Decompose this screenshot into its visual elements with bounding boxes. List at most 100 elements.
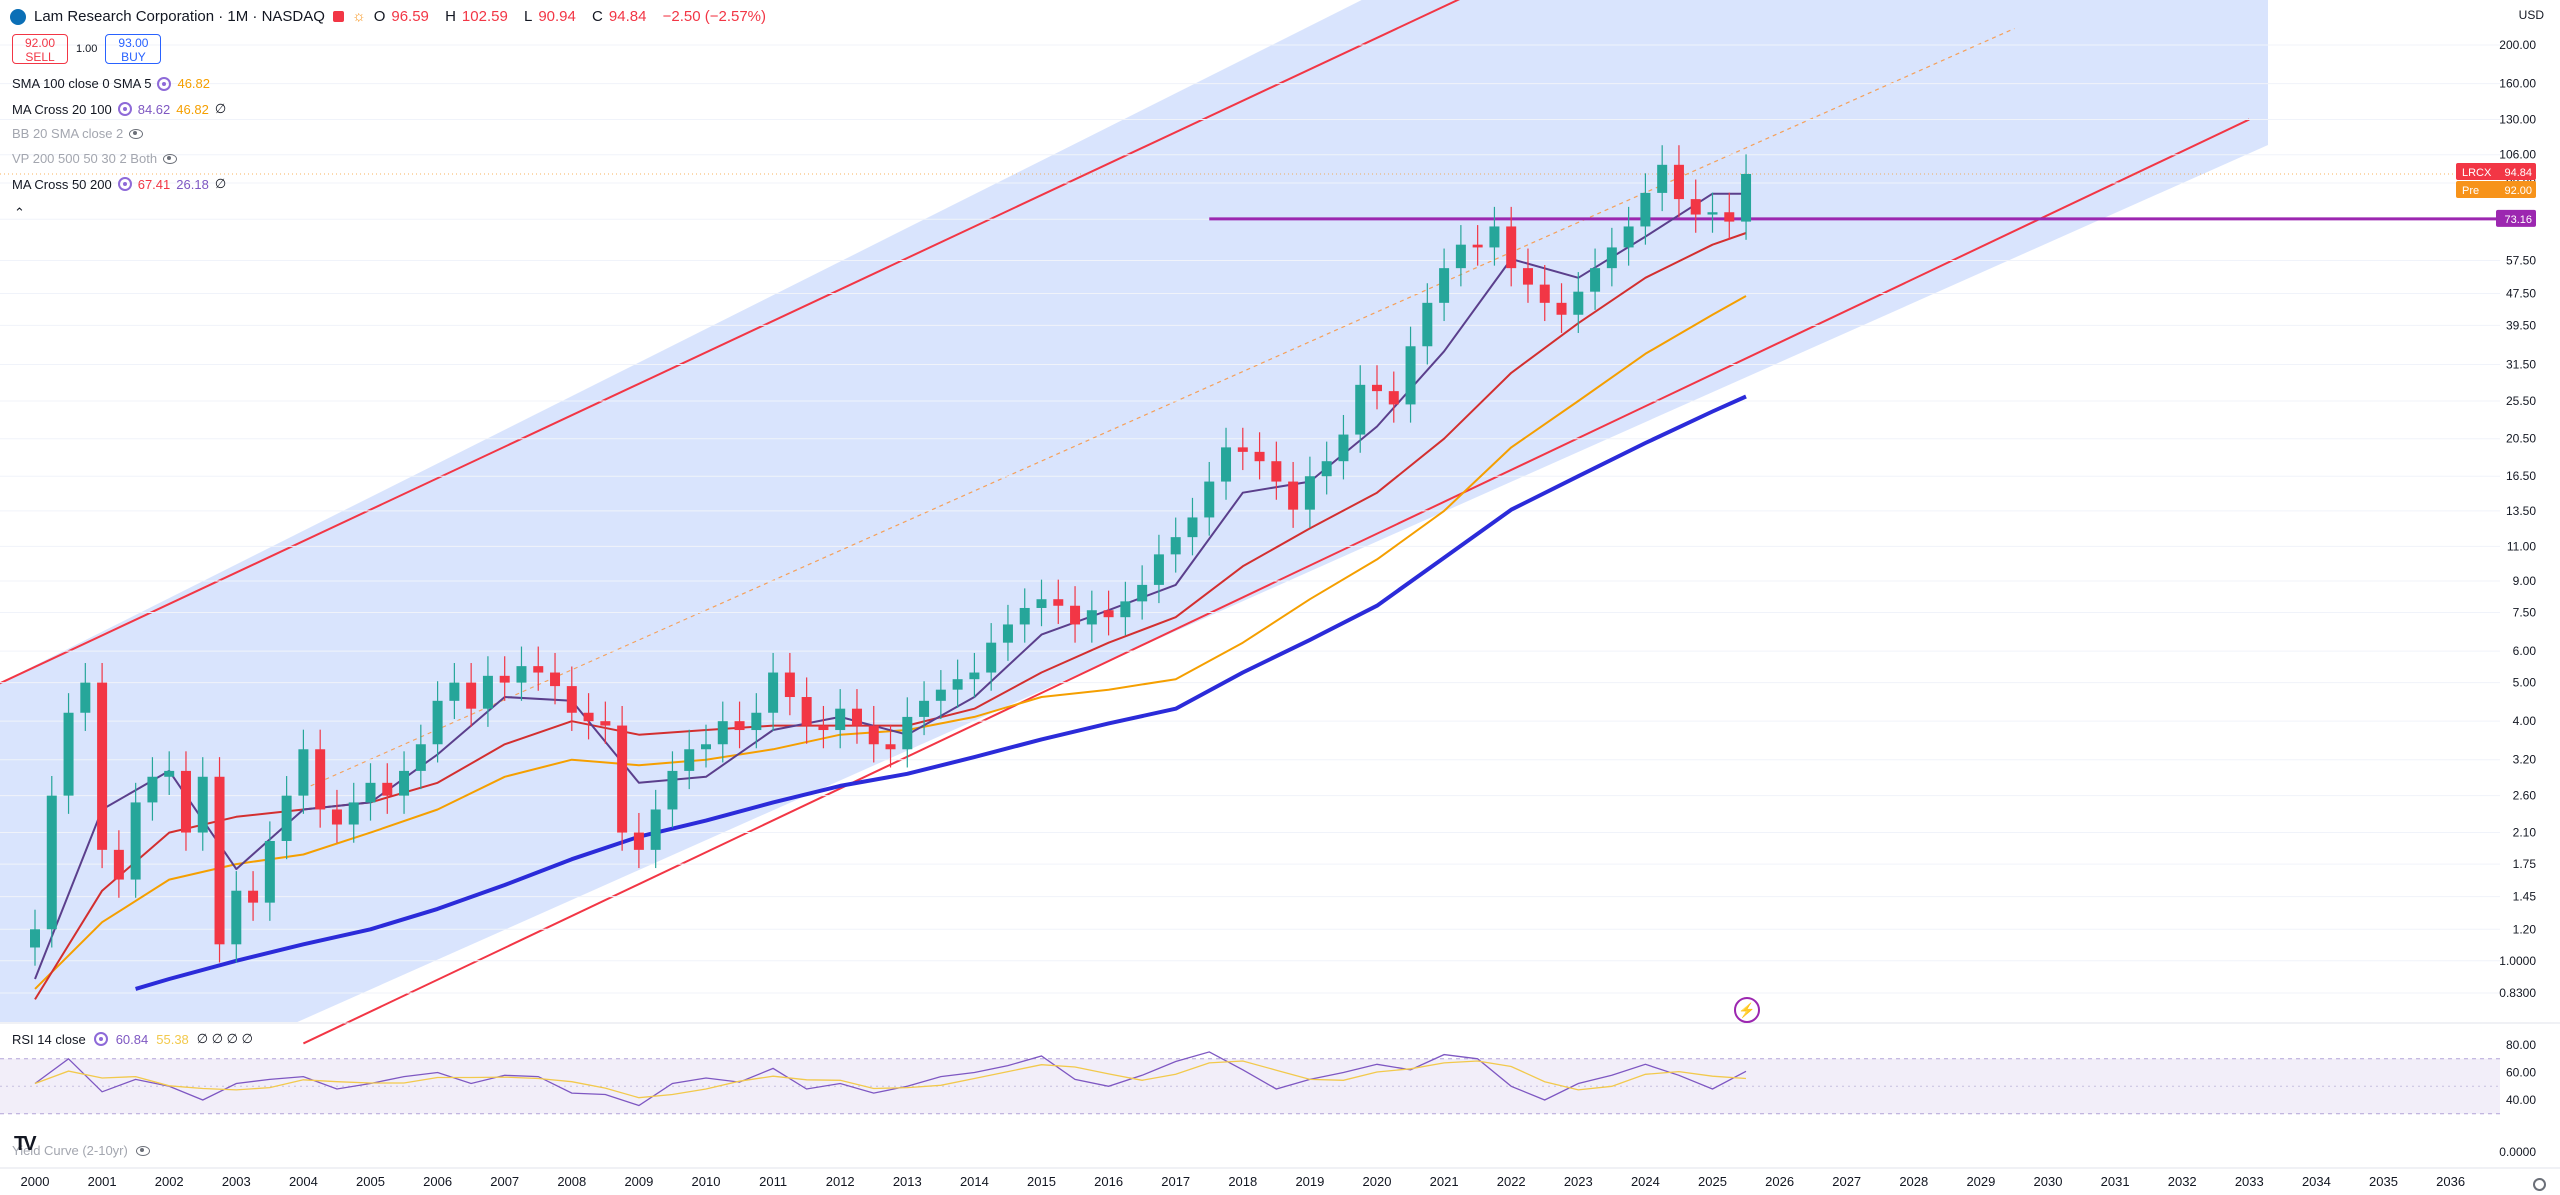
symbol-title[interactable]: Lam Research Corporation · 1M · NASDAQ	[34, 8, 325, 25]
settings-icon[interactable]	[2533, 1178, 2546, 1191]
x-tick-label: 2029	[1966, 1174, 1995, 1189]
candle-body	[1221, 447, 1232, 482]
candle-body	[1254, 451, 1265, 462]
indicator-row[interactable]: SMA 100 close 0 SMA 5 46.82	[12, 76, 210, 91]
yield-curve-name[interactable]: Yield Curve (2-10yr)	[12, 1143, 128, 1158]
x-tick-label: 2008	[557, 1174, 586, 1189]
indicator-row[interactable]: MA Cross 50 200 67.41 26.18 ∅	[12, 176, 226, 192]
eye-off-icon[interactable]	[129, 128, 144, 139]
indicator-name[interactable]: SMA 100 close 0 SMA 5	[12, 76, 152, 91]
candle-body	[1355, 384, 1366, 435]
y-tick-label: 160.00	[2499, 77, 2536, 91]
indicator-name[interactable]: BB 20 SMA close 2	[12, 126, 124, 141]
x-tick-label: 2026	[1765, 1174, 1794, 1189]
collapse-legend-chevron-icon[interactable]: ⌃	[14, 205, 25, 220]
eye-off-icon[interactable]	[135, 1145, 150, 1156]
x-tick-label: 2024	[1631, 1174, 1660, 1189]
gear-icon[interactable]	[117, 102, 132, 116]
rsi-ma-line	[34, 1060, 1747, 1099]
x-tick-label: 2017	[1161, 1174, 1190, 1189]
candle-body	[264, 840, 275, 903]
indicator-name[interactable]: MA Cross 20 100	[12, 101, 112, 117]
trade-buttons: 92.00 SELL 1.00 93.00 BUY	[12, 34, 162, 64]
flash-icon[interactable]: ⚡	[1734, 997, 1760, 1023]
candle-body	[952, 679, 963, 690]
eye-off-icon[interactable]	[163, 153, 178, 164]
y-tick-label: 39.50	[2506, 318, 2536, 332]
gear-icon[interactable]	[93, 1032, 108, 1046]
gear-icon[interactable]	[157, 76, 172, 91]
x-tick-label: 2018	[1228, 1174, 1257, 1189]
y-tick-label: 200.00	[2499, 38, 2536, 52]
candle-body	[600, 721, 611, 726]
x-tick-label: 2035	[2369, 1174, 2398, 1189]
x-tick-label: 2036	[2436, 1174, 2465, 1189]
currency-label[interactable]: USD	[2518, 8, 2544, 22]
candle-body	[701, 744, 711, 750]
rsi-name[interactable]: RSI 14 close	[12, 1031, 86, 1047]
candle-body	[1036, 599, 1047, 608]
candle-body	[1170, 537, 1181, 555]
candle-body	[315, 749, 326, 810]
y-tick-label: 16.50	[2506, 469, 2536, 483]
sell-button[interactable]: 92.00 SELL	[12, 34, 68, 64]
low-value: 90.94	[538, 8, 576, 25]
indicator-name[interactable]: MA Cross 50 200	[12, 176, 112, 192]
candle-body	[1606, 247, 1617, 269]
candle-body	[348, 802, 359, 825]
indicator-name[interactable]: VP 200 500 50 30 2 Both	[12, 151, 158, 166]
price-badge-value: 94.84	[2504, 167, 2532, 179]
candle-body	[1103, 610, 1114, 618]
rsi-tick-label: 0.0000	[2499, 1145, 2536, 1159]
indicator-value: 84.62	[137, 101, 171, 117]
candle-body	[1623, 226, 1634, 248]
candle-body	[684, 749, 695, 771]
candle-body	[516, 666, 527, 683]
y-tick-label: 13.50	[2506, 504, 2536, 518]
candle-body	[1288, 481, 1299, 510]
buy-button[interactable]: 93.00 BUY	[105, 34, 162, 64]
candle-body	[231, 890, 242, 945]
candle-body	[1070, 605, 1081, 625]
x-tick-label: 2016	[1094, 1174, 1123, 1189]
y-tick-label: 1.0000	[2499, 954, 2536, 968]
candle-body	[415, 744, 426, 771]
y-tick-label: 3.20	[2513, 753, 2537, 767]
candle-body	[1388, 391, 1399, 405]
candle-body	[851, 708, 862, 726]
y-tick-label: 57.50	[2506, 253, 2536, 267]
candle-body	[382, 782, 393, 796]
candle-body	[1372, 384, 1382, 392]
indicator-value: 46.82	[177, 76, 211, 91]
gear-icon[interactable]	[117, 177, 132, 191]
candle-body	[1086, 610, 1097, 625]
red-flag-icon[interactable]	[332, 11, 344, 22]
y-tick-label: 106.00	[2499, 148, 2536, 162]
candle-body	[1707, 212, 1718, 215]
candle-body	[365, 782, 376, 803]
candle-body	[617, 725, 628, 833]
lam-logo-icon	[10, 8, 26, 25]
candle-body	[818, 725, 829, 731]
candle-body	[1506, 226, 1517, 269]
x-tick-label: 2013	[893, 1174, 922, 1189]
candle-body	[1053, 599, 1064, 606]
candle-body	[1204, 481, 1215, 518]
candle-body	[1405, 346, 1416, 405]
candle-body	[566, 686, 577, 713]
candle-body	[1539, 284, 1550, 303]
indicator-row[interactable]: MA Cross 20 100 84.62 46.82 ∅	[12, 101, 226, 117]
candle-body	[650, 809, 661, 850]
x-tick-label: 2021	[1430, 1174, 1459, 1189]
price-badge	[2456, 180, 2536, 198]
indicator-row[interactable]: BB 20 SMA close 2	[12, 126, 144, 141]
high-value: 102.59	[461, 8, 508, 25]
x-tick-label: 2023	[1564, 1174, 1593, 1189]
x-tick-label: 2005	[356, 1174, 385, 1189]
x-tick-label: 2000	[21, 1174, 50, 1189]
tradingview-logo-icon[interactable]: TV	[14, 1133, 36, 1155]
price-badge	[2456, 162, 2536, 180]
indicator-row[interactable]: VP 200 500 50 30 2 Both	[12, 151, 178, 166]
open-value: 96.59	[391, 8, 429, 25]
